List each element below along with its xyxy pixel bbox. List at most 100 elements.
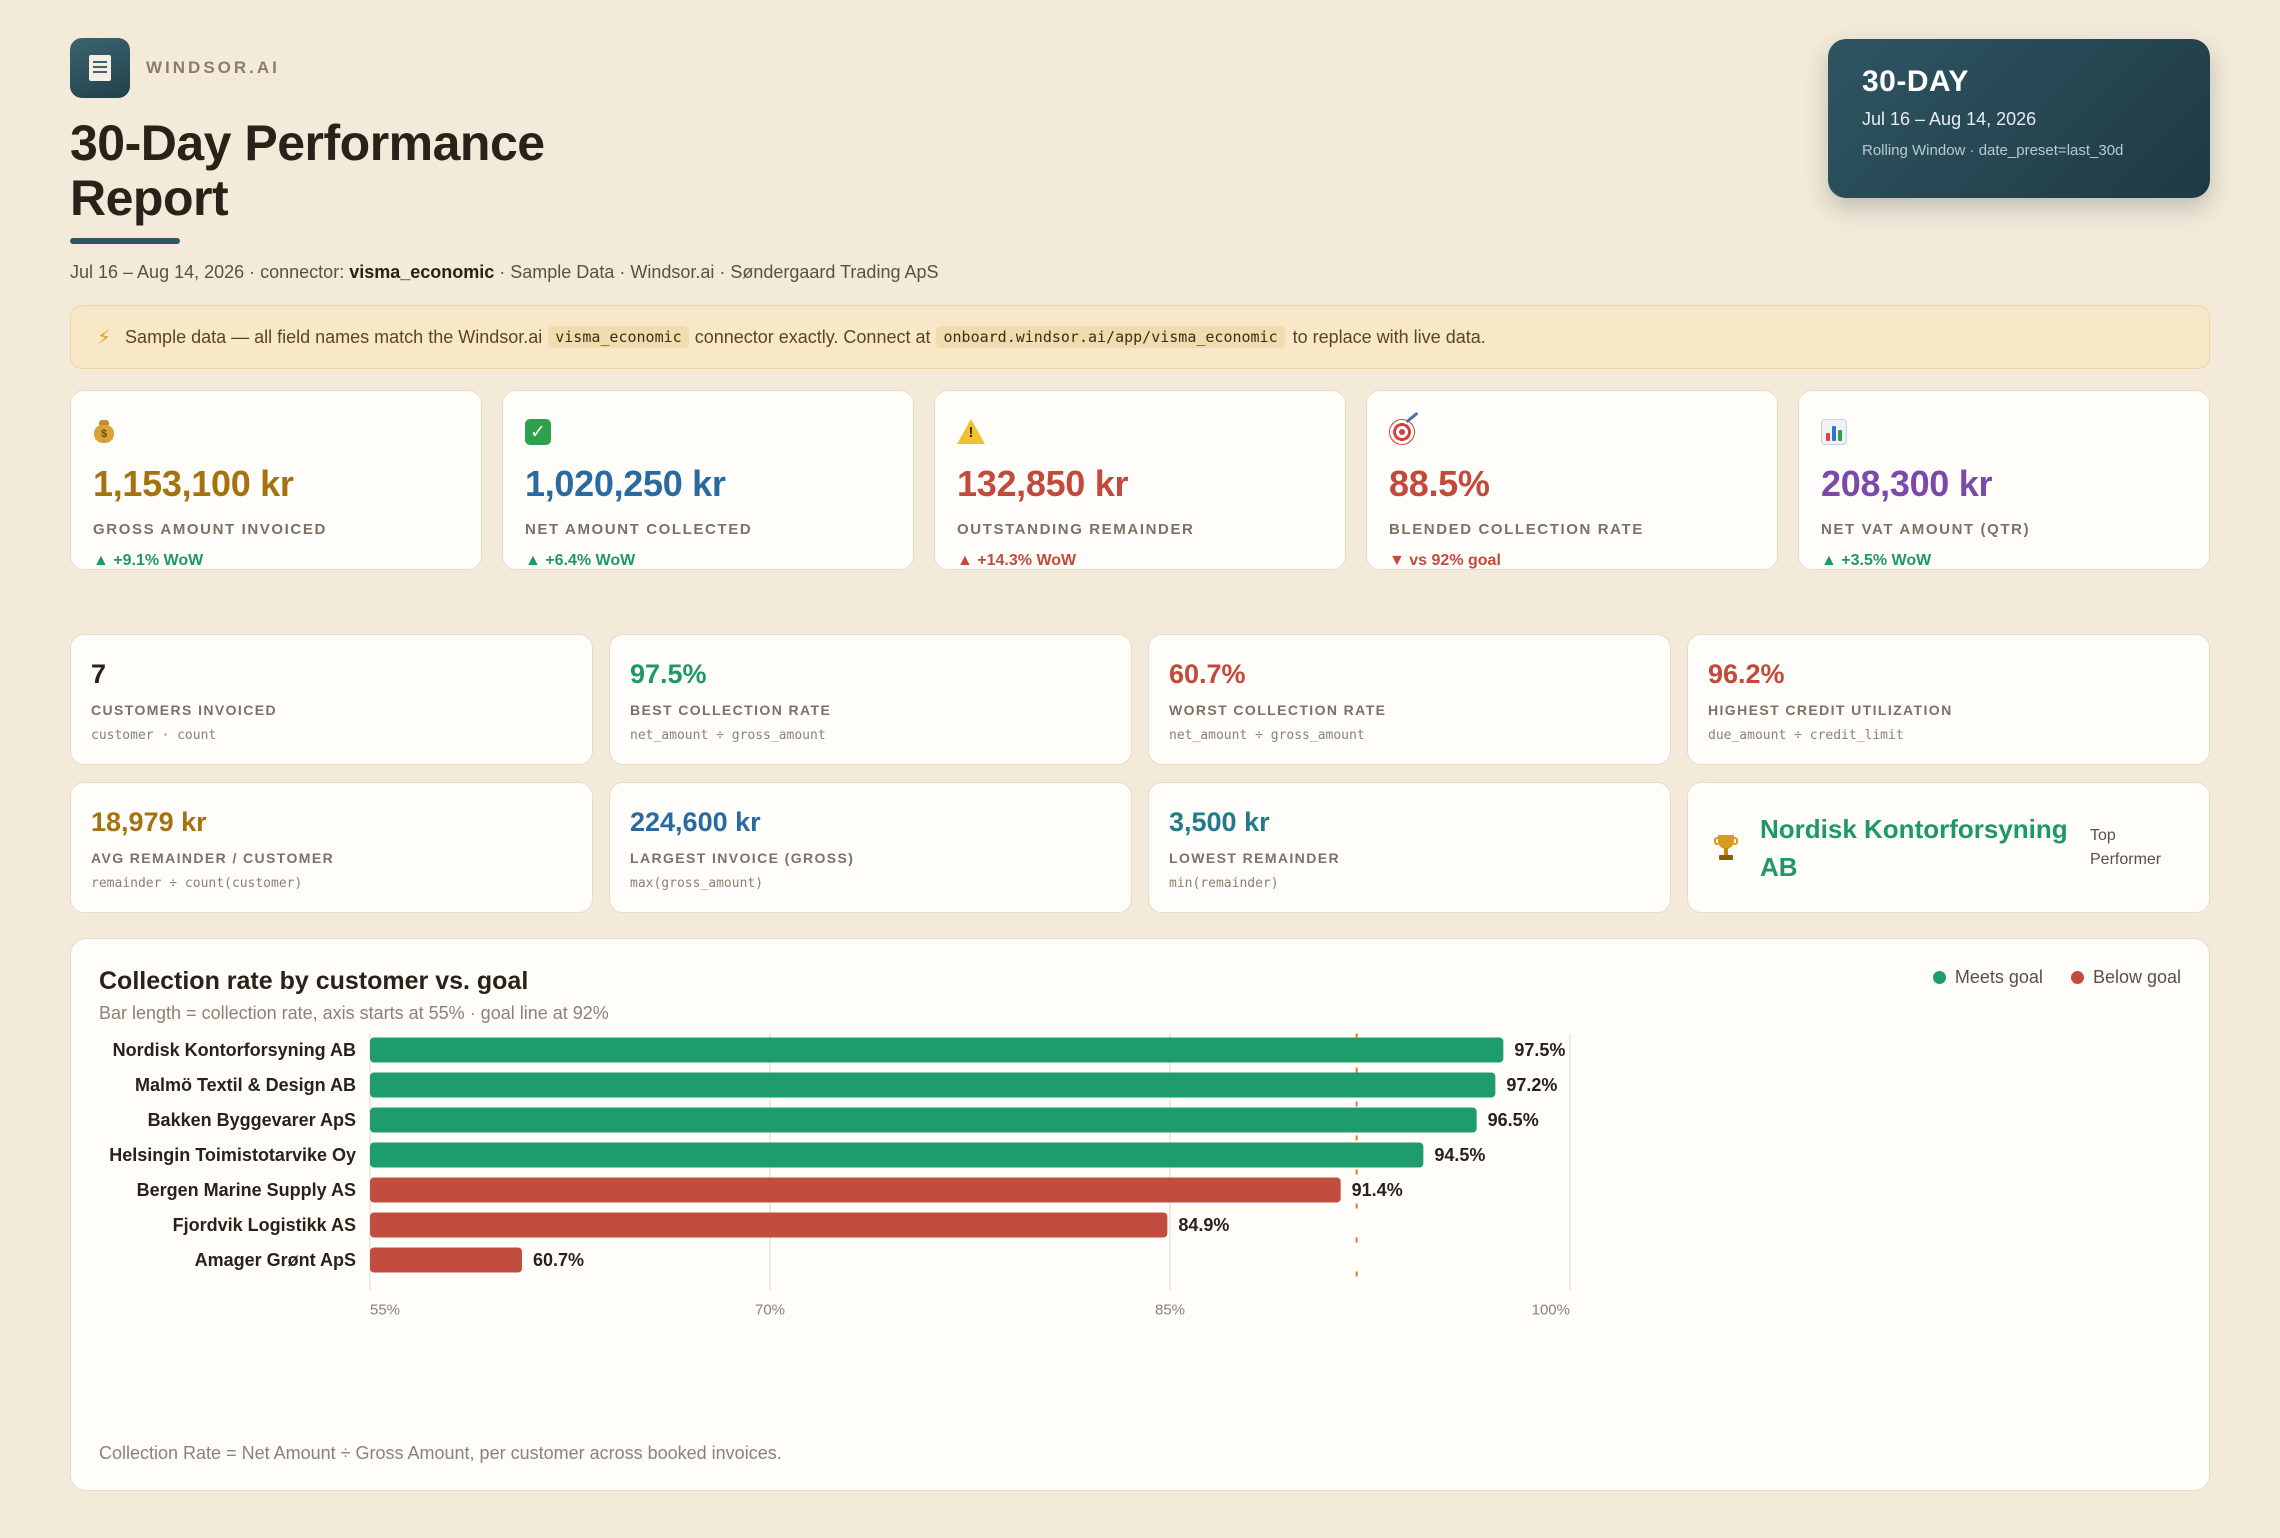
metric-formula: remainder ÷ count(customer) (91, 876, 303, 891)
chart-plot-area: 55% 70% 85% 100% Nordisk Kontorforsyning AB 9… (109, 1033, 1571, 1319)
category-label: Malmö Textil & Design AB (135, 1075, 356, 1095)
legend-label-meets: Meets goal (1954, 967, 2043, 987)
bar-value-label: 60.7% (533, 1250, 584, 1270)
lightning-icon: ⚡ (97, 326, 112, 349)
bar-chart-icon (1821, 419, 1847, 445)
warning-icon: ! (957, 419, 985, 444)
kpi-label: OUTSTANDING REMAINDER (957, 521, 1195, 538)
bar-value-label: 97.5% (1514, 1040, 1565, 1060)
kpi-card-net: ✓ 1,020,250 kr NET AMOUNT COLLECTED ▲ +6… (502, 390, 914, 570)
page-subtitle: Jul 16 – Aug 14, 2026 · connector: visma… (70, 262, 2210, 283)
category-label: Bergen Marine Supply AS (137, 1180, 356, 1200)
top-performer-name: Nordisk Kontorforsyning AB (1760, 813, 2068, 882)
metric-label: WORST COLLECTION RATE (1169, 702, 1387, 718)
category-label: Amager Grønt ApS (195, 1250, 356, 1270)
metric-label: LARGEST INVOICE (GROSS) (630, 850, 855, 866)
bar (370, 1177, 1341, 1203)
metric-card-avg-remainder: 18,979 kr AVG REMAINDER / CUSTOMER remai… (70, 782, 593, 913)
metric-label: AVG REMAINDER / CUSTOMER (91, 850, 335, 866)
metric-value: 224,600 kr (630, 807, 761, 837)
kpi-value: 1,153,100 kr (93, 463, 294, 504)
kpi-label: NET AMOUNT COLLECTED (525, 521, 753, 538)
kpi-delta: ▼ vs 92% goal (1389, 552, 1501, 569)
kpi-row: $ 1,153,100 kr GROSS AMOUNT INVOICED ▲ +… (70, 390, 2210, 570)
chart-footnote: Collection Rate = Net Amount ÷ Gross Amo… (99, 1443, 782, 1463)
brand-name: WINDSOR.AI (146, 58, 280, 77)
kpi-value: 208,300 kr (1821, 463, 1993, 504)
metric-formula: net_amount ÷ gross_amount (1169, 728, 1365, 743)
x-tick-label: 100% (1532, 1302, 1570, 1319)
chart-title: Collection rate by customer vs. goal (99, 967, 529, 995)
metric-card-worst-rate: 60.7% WORST COLLECTION RATE net_amount ÷… (1148, 634, 1671, 765)
bar (370, 1037, 1504, 1063)
legend-dot-below (2070, 971, 2084, 984)
bar (370, 1247, 522, 1273)
metric-label: LOWEST REMAINDER (1169, 850, 1340, 866)
brand: WINDSOR.AI (70, 38, 2210, 98)
kpi-label: BLENDED COLLECTION RATE (1389, 521, 1644, 538)
metric-label: CUSTOMERS INVOICED (91, 702, 277, 718)
x-tick-label: 70% (755, 1302, 785, 1319)
kpi-label: NET VAT AMOUNT (QTR) (1821, 521, 2031, 538)
subtitle-date: Jul 16 – Aug 14, 2026 · connector: (70, 262, 350, 282)
metric-card-customers: 7 CUSTOMERS INVOICED customer · count (70, 634, 593, 765)
subtitle-source: · Sample Data · Windsor.ai · Søndergaard… (494, 262, 939, 282)
bar (370, 1142, 1424, 1168)
metrics-row-1: 7 CUSTOMERS INVOICED customer · count 97… (70, 634, 2210, 765)
collection-rate-chart: 55% 70% 85% 100% Nordisk Kontorforsyning AB 9… (109, 1033, 1571, 1319)
notice-text-3: to replace with live data. (1292, 326, 1486, 347)
period-detail: Rolling Window · date_preset=last_30d (1862, 142, 2124, 159)
category-label: Fjordvik Logistikk AS (173, 1215, 356, 1235)
x-tick-label: 55% (370, 1302, 400, 1319)
metric-formula: customer · count (91, 728, 217, 743)
legend-item-meets: Meets goal (1932, 967, 2043, 988)
notice-code-connector: visma_economic (548, 326, 689, 348)
bar-value-label: 96.5% (1488, 1110, 1539, 1130)
metric-label: HIGHEST CREDIT UTILIZATION (1708, 702, 1953, 718)
legend-dot-meets (1932, 971, 1946, 984)
check-mark-icon: ✓ (525, 419, 551, 445)
category-label: Helsingin Toimistotarvike Oy (109, 1145, 356, 1165)
bar (370, 1107, 1477, 1133)
metric-value: 18,979 kr (91, 807, 207, 837)
kpi-value: 1,020,250 kr (525, 463, 726, 504)
page-title: 30-Day Performance Report (70, 115, 545, 226)
metric-card-best-rate: 97.5% BEST COLLECTION RATE net_amount ÷ … (609, 634, 1132, 765)
subtitle-connector: visma_economic (349, 262, 495, 282)
chart-legend: Meets goal Below goal (1932, 967, 2181, 988)
legend-item-below: Below goal (2070, 967, 2181, 988)
metric-formula: max(gross_amount) (630, 876, 764, 891)
notice-text-2: connector exactly. Connect at (694, 326, 931, 347)
bar-value-label: 84.9% (1178, 1215, 1229, 1235)
notice-code-url[interactable]: onboard.windsor.ai/app/visma_economic (936, 326, 1285, 348)
period-card: 30-DAY Jul 16 – Aug 14, 2026 Rolling Win… (1828, 39, 2210, 198)
kpi-delta: ▲ +3.5% WoW (1821, 552, 1932, 569)
kpi-label: GROSS AMOUNT INVOICED (93, 521, 327, 538)
kpi-value: 88.5% (1389, 463, 1490, 504)
metric-value: 96.2% (1708, 659, 1785, 689)
metrics-row-2: 18,979 kr AVG REMAINDER / CUSTOMER remai… (70, 782, 2210, 913)
metric-label: BEST COLLECTION RATE (630, 702, 832, 718)
metric-card-largest-invoice: 224,600 kr LARGEST INVOICE (GROSS) max(g… (609, 782, 1132, 913)
bar-value-label: 91.4% (1352, 1180, 1403, 1200)
x-tick-label: 85% (1155, 1302, 1185, 1319)
target-icon (1389, 419, 1415, 445)
metric-value: 7 (91, 659, 107, 689)
metric-value: 60.7% (1169, 659, 1246, 689)
kpi-delta: ▲ +14.3% WoW (957, 552, 1077, 569)
bar-value-label: 97.2% (1506, 1075, 1557, 1095)
money-bag-icon: $ (93, 419, 115, 443)
period-range: Jul 16 – Aug 14, 2026 (1862, 109, 2037, 129)
metric-card-credit-utilization: 96.2% HIGHEST CREDIT UTILIZATION due_amo… (1687, 634, 2210, 765)
period-label: 30-DAY (1862, 65, 1969, 98)
kpi-value: 132,850 kr (957, 463, 1129, 504)
category-label: Nordisk Kontorforsyning AB (113, 1040, 356, 1060)
bar (370, 1072, 1496, 1098)
kpi-delta: ▲ +9.1% WoW (93, 552, 204, 569)
top-performer-card: Nordisk Kontorforsyning AB Top Performer (1687, 782, 2210, 913)
legend-label-below: Below goal (2092, 967, 2181, 987)
metric-value: 97.5% (630, 659, 707, 689)
notice-text-1: Sample data — all field names match the … (125, 326, 543, 347)
title-underline (70, 238, 180, 244)
kpi-delta: ▲ +6.4% WoW (525, 552, 636, 569)
